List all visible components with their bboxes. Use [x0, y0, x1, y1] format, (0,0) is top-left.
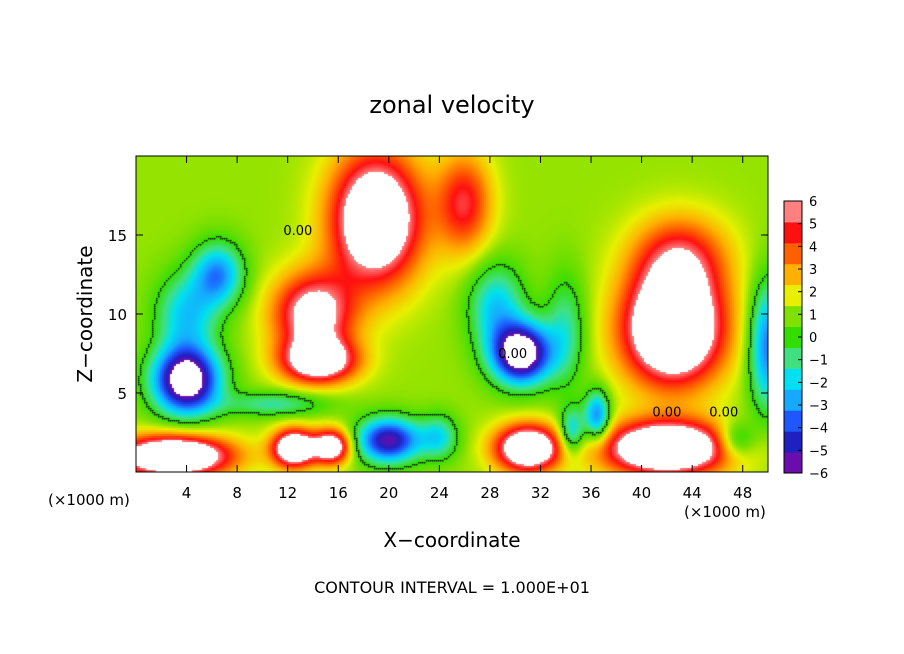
colorbar-tick-label: 6 — [809, 195, 817, 210]
x-tick-label: 24 — [430, 484, 449, 502]
colorbar-tick-label: −6 — [809, 467, 828, 482]
colorbar-tick-label: 5 — [809, 218, 817, 233]
x-tick-label: 16 — [329, 484, 348, 502]
y-tick-label: 5 — [117, 385, 127, 403]
y-axis: 5 10 15 — [108, 227, 768, 403]
x-tick-label: 4 — [182, 484, 192, 502]
colorbar-tick-label: 2 — [809, 286, 817, 301]
y-tick-label: 15 — [108, 227, 127, 245]
colorbar-tick-label: −2 — [809, 376, 828, 391]
contour-label: 0.00 — [709, 406, 738, 421]
colorbar-swatch — [784, 389, 802, 411]
colorbar-swatch — [784, 326, 802, 348]
colorbar-swatch — [784, 431, 802, 453]
colorbar-tick-label: −4 — [809, 422, 828, 437]
x-tick-label: 36 — [581, 484, 600, 502]
x-tick-label: 12 — [278, 484, 297, 502]
x-tick-label: 32 — [531, 484, 550, 502]
colorbar-swatch — [784, 305, 802, 328]
contour-label: 0.00 — [283, 224, 312, 239]
colorbar-swatch — [784, 410, 802, 432]
x-tick-label: 20 — [379, 484, 398, 502]
heatmap-field — [136, 156, 768, 472]
x-unit-right: (×1000 m) — [684, 503, 766, 521]
colorbar-swatch — [784, 201, 802, 223]
x-unit-left: (×1000 m) — [48, 491, 130, 509]
contour-label: 0.00 — [652, 406, 681, 421]
y-axis-label: Z−coordinate — [73, 245, 97, 382]
colorbar-swatch — [784, 368, 802, 390]
contour-labels: 0.00 0.00 0.00 0.00 — [283, 224, 738, 421]
colorbar-tick-label: 3 — [809, 263, 817, 278]
colorbar-tick-label: 0 — [809, 331, 817, 346]
colorbar-swatch — [784, 221, 802, 244]
colorbar-tick-label: −1 — [809, 354, 828, 369]
contour-label: 0.00 — [498, 347, 527, 362]
colorbar-swatch — [784, 242, 802, 265]
colorbar-swatch — [784, 263, 802, 286]
colorbar-tick-label: −5 — [809, 444, 828, 459]
x-tick-label: 40 — [632, 484, 651, 502]
colorbar-swatch — [784, 452, 802, 474]
chart-title: zonal velocity — [369, 91, 534, 119]
colorbar-swatch — [784, 284, 802, 307]
colorbar-swatch — [784, 347, 802, 369]
colorbar-tick-label: 1 — [809, 308, 817, 323]
x-tick-label: 8 — [232, 484, 242, 502]
contour-interval-footer: CONTOUR INTERVAL = 1.000E+01 — [314, 578, 590, 597]
x-tick-label: 28 — [480, 484, 499, 502]
colorbar: 6 5 4 3 2 1 0 −1 −2 −3 −4 −5 −6 — [783, 195, 828, 482]
colorbar-tick-label: 4 — [809, 240, 817, 255]
x-tick-label: 48 — [733, 484, 752, 502]
plot-area — [135, 155, 769, 473]
x-tick-label: 44 — [683, 484, 702, 502]
x-axis-label: X−coordinate — [383, 528, 520, 552]
colorbar-tick-label: −3 — [809, 399, 828, 414]
x-axis: 4 8 12 16 20 24 28 32 36 40 44 48 — [182, 156, 752, 502]
y-tick-label: 10 — [108, 306, 127, 324]
